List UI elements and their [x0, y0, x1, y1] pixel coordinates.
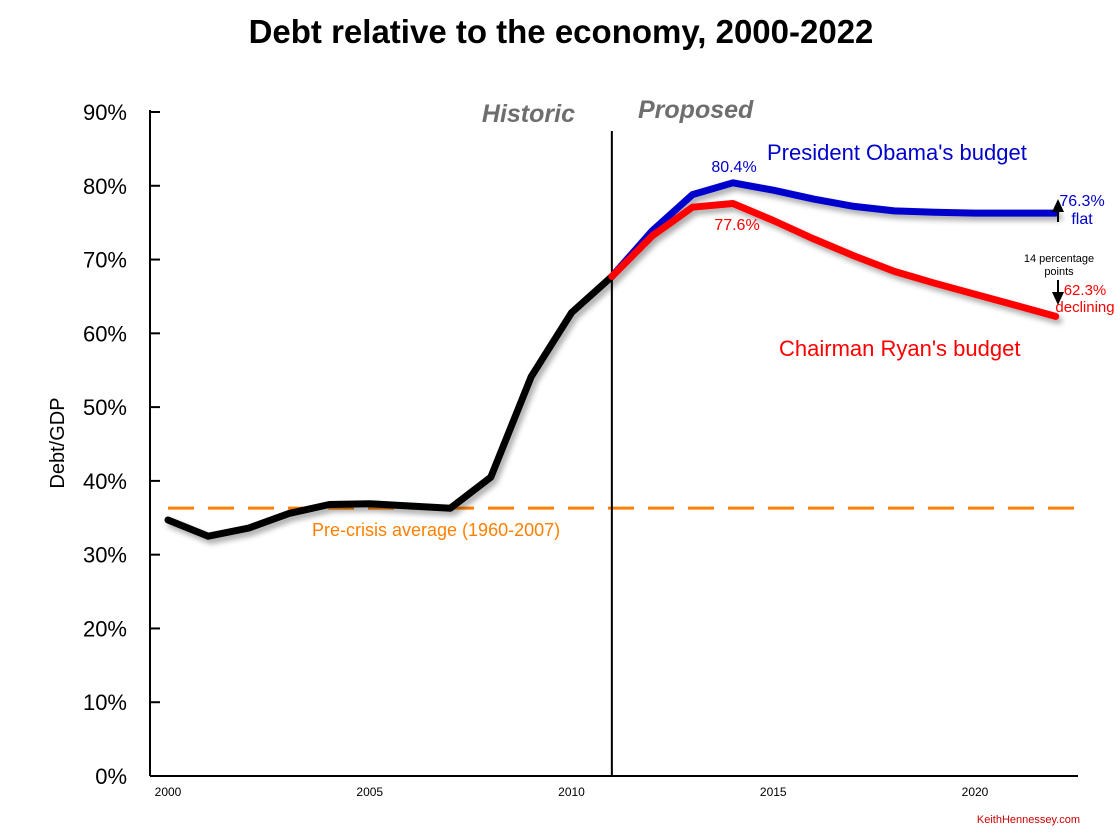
annotation-ryan-end: 62.3%	[1064, 282, 1107, 299]
credit-text: KeithHennessey.com	[977, 814, 1080, 826]
y-tick-label: 10%	[83, 690, 127, 715]
annotation-obama-peak: 80.4%	[711, 159, 756, 176]
y-tick-label: 70%	[83, 248, 127, 273]
reference-label: Pre-crisis average (1960-2007)	[312, 520, 560, 540]
y-tick-label: 20%	[83, 616, 127, 641]
gap-arrows	[1052, 199, 1064, 305]
y-tick-label: 30%	[83, 543, 127, 568]
annotation-gap-line1: 14 percentage	[1024, 253, 1094, 265]
y-tick-label: 90%	[83, 100, 127, 125]
x-tick-label: 2010	[558, 785, 585, 799]
phase-label-proposed: Proposed	[638, 96, 754, 124]
x-ticks: 2000 2005 2010 2015 2020	[155, 785, 989, 799]
legend-obama: President Obama's budget	[767, 140, 1027, 165]
series-lines	[164, 179, 1060, 540]
x-tick-label: 2000	[155, 785, 182, 799]
gap-arrow-down-head	[1052, 292, 1064, 305]
y-tick-label: 80%	[83, 174, 127, 199]
annotation-ryan-peak: 77.6%	[714, 217, 759, 234]
x-tick-label: 2020	[962, 785, 989, 799]
annotation-obama-end-note: flat	[1071, 211, 1093, 228]
y-tick-label: 60%	[83, 321, 127, 346]
x-tick-label: 2005	[356, 785, 383, 799]
series-historic-line	[164, 273, 616, 540]
y-axis-label: Debt/GDP	[47, 397, 69, 488]
phase-label-historic: Historic	[482, 100, 575, 128]
gap-arrow-up-head	[1052, 199, 1064, 212]
legend-ryan: Chairman Ryan's budget	[779, 336, 1020, 361]
chart-title: Debt relative to the economy, 2000-2022	[249, 13, 874, 50]
annotation-ryan-end-note: declining	[1055, 299, 1114, 316]
y-tick-label: 0%	[95, 764, 127, 789]
series-obama-line	[608, 179, 1060, 280]
y-tick-label: 40%	[83, 469, 127, 494]
annotation-gap-line2: points	[1044, 266, 1074, 278]
annotation-obama-end: 76.3%	[1059, 193, 1104, 210]
series-ryan-line	[608, 200, 1060, 320]
x-tick-label: 2015	[760, 785, 787, 799]
y-ticks: 0% 10% 20% 30% 40% 50% 60% 70% 80% 90%	[83, 100, 160, 789]
axes	[149, 110, 1078, 777]
y-tick-label: 50%	[83, 395, 127, 420]
